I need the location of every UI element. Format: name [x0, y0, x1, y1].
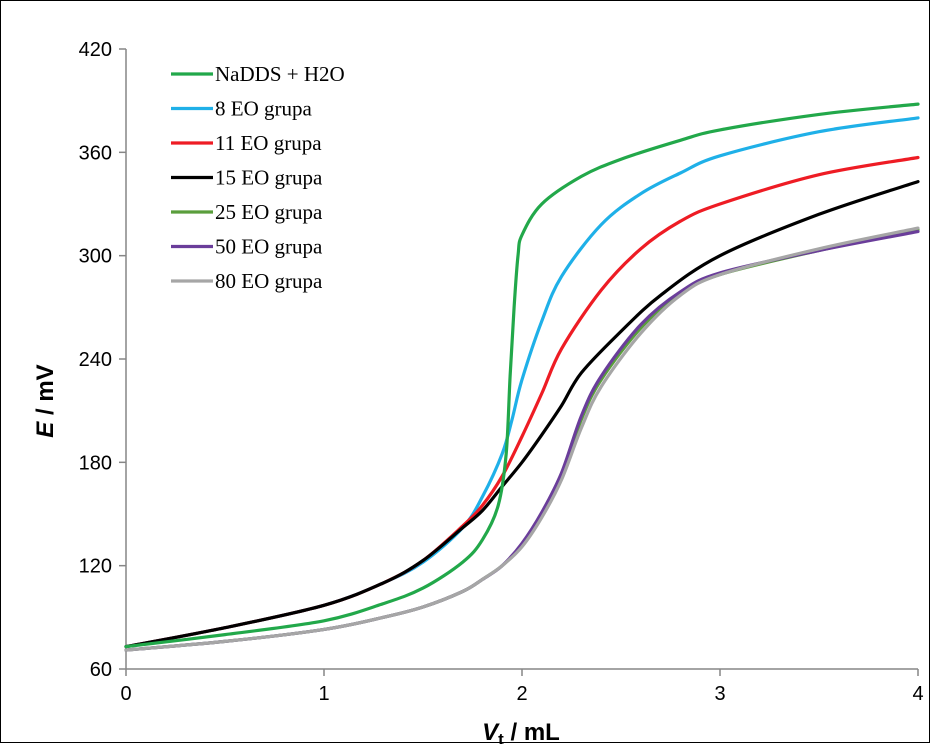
y-tick-label: 420 [79, 39, 112, 61]
legend-label: 8 EO grupa [215, 97, 312, 121]
series-layer [124, 102, 920, 652]
legend-item: 8 EO grupa [171, 97, 312, 121]
y-tick-label: 360 [79, 142, 112, 164]
legend-item: 25 EO grupa [171, 200, 323, 224]
series-line-80-eo-grupa [124, 226, 920, 652]
legend-label: 11 EO grupa [215, 131, 322, 155]
x-axis: 0 1 2 3 4 [120, 668, 924, 705]
y-tick-label: 120 [79, 556, 112, 578]
legend-item: 11 EO grupa [171, 131, 322, 155]
y-axis-title-symbol: E [32, 421, 59, 438]
x-tick-label: 4 [912, 683, 923, 705]
series-line-nadds-h2o [124, 102, 920, 649]
x-tick-label: 0 [120, 683, 131, 705]
legend-item: NaDDS + H2O [171, 62, 345, 86]
x-tick-label: 3 [714, 683, 725, 705]
x-tick-label: 1 [318, 683, 329, 705]
y-tick-label: 300 [79, 246, 112, 268]
series-line-50-eo-grupa [124, 230, 920, 652]
y-axis-title-unit: / mV [32, 364, 59, 421]
legend-label: 50 EO grupa [215, 235, 323, 259]
legend-label: NaDDS + H2O [215, 62, 345, 86]
series-line-8-eo-grupa [124, 116, 920, 649]
series-line-15-eo-grupa [124, 180, 920, 649]
legend-item: 50 EO grupa [171, 235, 323, 259]
x-axis-title-unit: / mL [504, 719, 560, 744]
x-axis-title: Vt / mL [482, 719, 560, 744]
legend-label: 15 EO grupa [215, 166, 323, 190]
x-axis-title-symbol: V [482, 719, 500, 744]
x-tick-label: 2 [516, 683, 527, 705]
series-line-11-eo-grupa [124, 155, 920, 649]
y-axis-title: E / mV [32, 364, 59, 437]
legend-label: 80 EO grupa [215, 269, 323, 293]
legend-item: 15 EO grupa [171, 166, 323, 190]
y-tick-label: 60 [90, 659, 112, 681]
legend-item: 80 EO grupa [171, 269, 323, 293]
x-axis-title-subscript: t [498, 730, 504, 744]
y-tick-label: 240 [79, 349, 112, 371]
y-tick-label: 180 [79, 452, 112, 474]
y-axis: 60 120 180 240 300 360 420 [79, 39, 127, 681]
legend: NaDDS + H2O 8 EO grupa 11 EO grupa 15 EO gr… [171, 62, 345, 293]
legend-label: 25 EO grupa [215, 200, 323, 224]
